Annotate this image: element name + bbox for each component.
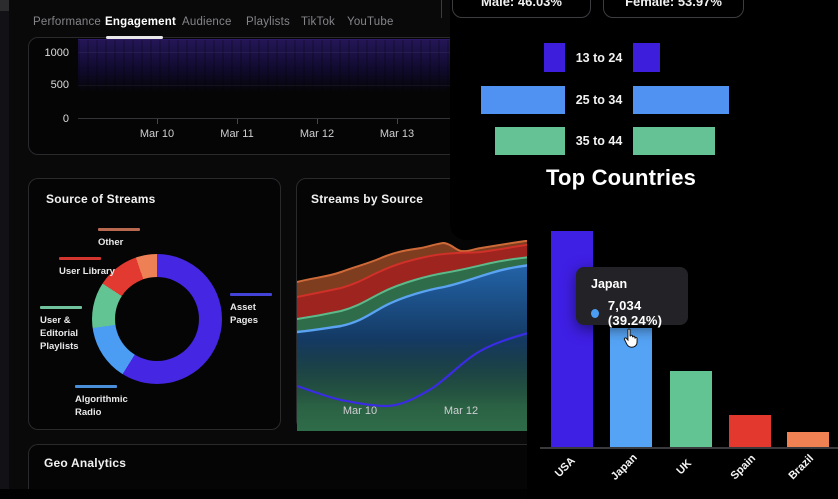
band-radio-edge [297, 262, 540, 334]
x-label-mar10: Mar 10 [139, 128, 175, 140]
age-left-bar[interactable] [544, 43, 565, 72]
x-tick [397, 119, 398, 124]
country-bar-japan[interactable] [610, 328, 652, 447]
chart-tooltip: Japan 7,034 (39.24%) [576, 267, 688, 328]
age-left-bar[interactable] [495, 127, 565, 155]
female-stat-badge: Female: 53.97% [603, 0, 744, 18]
window-edge [0, 0, 9, 499]
tab-youtube[interactable]: YouTube [347, 16, 394, 28]
nav-tabs: Performance Engagement Audience Playlist… [0, 0, 450, 40]
age-group-label: 35 to 44 [575, 134, 623, 148]
window-bottom-edge [0, 489, 540, 499]
x-label-mar13: Mar 13 [379, 128, 415, 140]
callout-dash [230, 293, 272, 296]
age-group-label: 25 to 34 [575, 93, 623, 107]
donut-callout-other: Other [98, 228, 140, 249]
tooltip-value: 7,034 (39.24%) [607, 298, 663, 328]
band-playlists-edge [297, 255, 540, 320]
card-title: Geo Analytics [44, 456, 127, 470]
tab-performance[interactable]: Performance [33, 16, 102, 28]
band-radio-fill [297, 264, 540, 431]
callout-dash [40, 306, 82, 309]
donut-callout-user-library: User Library [59, 257, 115, 278]
tooltip-country: Japan [591, 277, 628, 291]
card-title: Streams by Source [311, 192, 424, 206]
badge-remnant-line [441, 0, 442, 18]
age-left-bar[interactable] [481, 86, 565, 114]
x-label-mar12: Mar 12 [299, 128, 335, 140]
y-tick-0: 0 [62, 113, 69, 125]
donut-callout-playlists: User & Editorial Playlists [40, 306, 82, 353]
x-tick [157, 119, 158, 124]
assetpages-line [297, 328, 540, 408]
callout-label: User & Editorial Playlists [40, 315, 79, 352]
x-tick [237, 119, 238, 124]
callout-label: Algorithmic Radio [75, 394, 128, 418]
callout-dash [75, 385, 117, 388]
country-bar-uk[interactable] [670, 371, 712, 447]
donut-callout-algorithmic-radio: Algorithmic Radio [75, 385, 128, 419]
x-label-mar10: Mar 10 [342, 405, 378, 417]
male-stat-badge: Male: 46.03% [452, 0, 591, 18]
source-of-streams-card: Source of Streams Other User Library Use… [28, 178, 281, 430]
window-edge-corner [0, 0, 9, 11]
streams-by-source-card: Streams by Source Mar 10 Mar 12 [296, 178, 541, 431]
band-other-edge [297, 238, 540, 283]
x-label-mar11: Mar 11 [220, 128, 254, 140]
callout-label: Asset Pages [230, 302, 258, 326]
country-bar-spain[interactable] [729, 415, 771, 447]
gridline [78, 85, 647, 86]
mouse-cursor-icon [623, 328, 638, 348]
age-group-label: 13 to 24 [575, 50, 623, 65]
tab-playlists[interactable]: Playlists [246, 16, 290, 28]
gridline [78, 52, 647, 53]
donut-callout-asset-pages: Asset Pages [230, 293, 280, 327]
callout-dash [98, 228, 140, 231]
band-userlibrary-edge [297, 242, 540, 298]
card-title: Source of Streams [46, 192, 156, 206]
x-label-mar12: Mar 12 [443, 405, 479, 417]
tab-engagement[interactable]: Engagement [105, 16, 177, 28]
x-axis [78, 118, 647, 119]
active-tab-underline [106, 36, 163, 39]
age-right-bar[interactable] [633, 43, 660, 72]
top-countries-title: Top Countries [546, 165, 697, 190]
x-tick [317, 119, 318, 124]
age-right-bar[interactable] [633, 127, 715, 155]
age-right-bar[interactable] [633, 86, 729, 114]
country-bar-usa[interactable] [551, 231, 593, 447]
callout-label: Other [98, 237, 124, 248]
stacked-area-chart[interactable] [297, 217, 540, 431]
tab-audience[interactable]: Audience [182, 16, 232, 28]
tab-tiktok[interactable]: TikTok [301, 16, 335, 28]
callout-label: User Library [59, 266, 115, 277]
donut-hole [115, 277, 199, 361]
country-bar-brazil[interactable] [787, 432, 829, 447]
y-tick-1000: 1000 [44, 47, 69, 59]
tooltip-dot-icon [591, 308, 599, 318]
top-countries-axis [540, 447, 838, 449]
callout-dash [59, 257, 101, 260]
y-tick-500: 500 [50, 79, 69, 91]
